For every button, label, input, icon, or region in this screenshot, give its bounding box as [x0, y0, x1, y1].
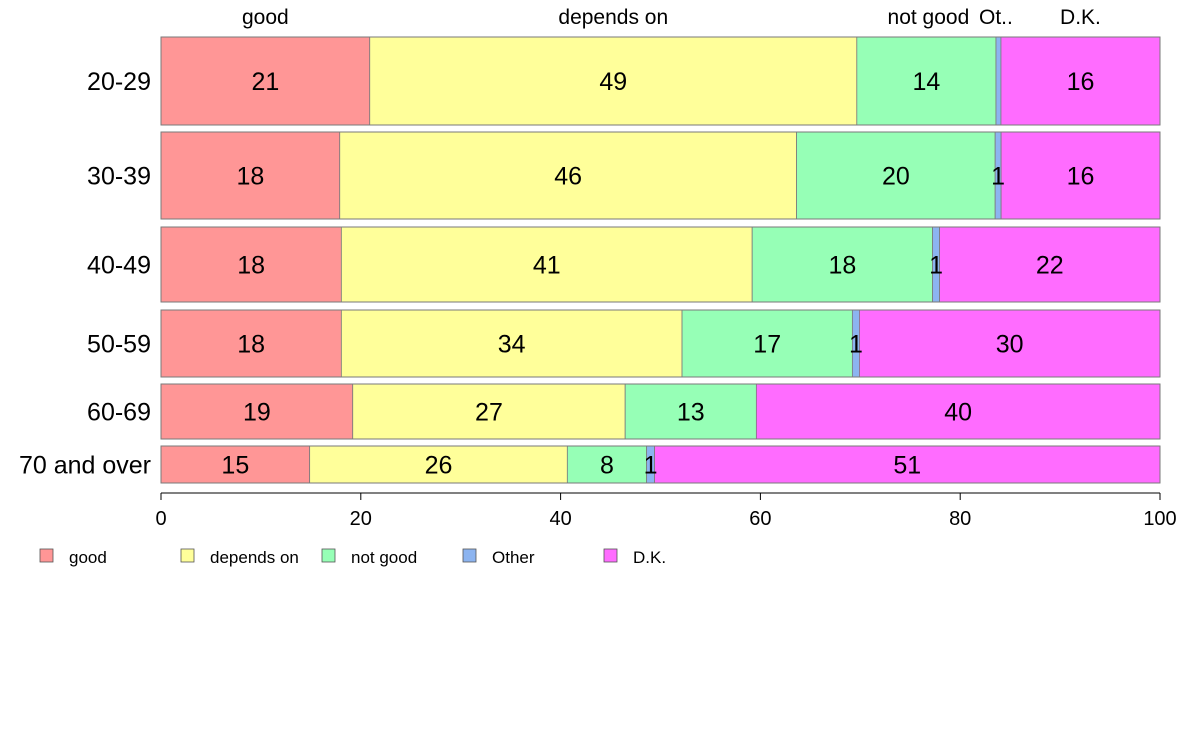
legend: good depends on not good Other D.K. [39, 548, 666, 567]
data-label-60-69-good: 19 [243, 399, 271, 427]
bar-frame-30-39 [160, 131, 1161, 220]
bar-segment-30-39-not-good [796, 131, 996, 220]
data-label-70-and-over-other: 1 [644, 452, 658, 480]
bar-frame-20-29 [160, 36, 1161, 126]
bar-segment-30-39-depends-on [339, 131, 797, 220]
bar-frame-50-59 [160, 309, 1161, 378]
data-label-60-69-not-good: 13 [677, 399, 705, 427]
legend-swatch-other [462, 548, 477, 563]
top-label-not-good: not good [888, 6, 970, 29]
top-label-other: Ot.. [979, 6, 1013, 29]
x-tick-label-20: 20 [350, 508, 372, 530]
data-label-70-and-over-good: 15 [221, 452, 249, 480]
x-tick-label-40: 40 [549, 508, 571, 530]
data-label-20-29-good: 21 [251, 68, 279, 96]
data-label-30-39-depends-on: 46 [554, 163, 582, 191]
bars-layer [160, 36, 1161, 484]
data-label-60-69-depends-on: 27 [475, 399, 503, 427]
top-label-depends-on: depends on [558, 6, 668, 29]
x-tick-label-0: 0 [155, 508, 166, 530]
category-labels-layer: 20-29 30-39 40-49 50-59 60-69 70 and over [19, 68, 151, 480]
category-label-40-49: 40-49 [87, 252, 151, 280]
bar-segment-50-59-d-k [858, 309, 1161, 378]
x-tick-label-80: 80 [949, 508, 971, 530]
data-label-50-59-good: 18 [237, 331, 265, 359]
data-label-70-and-over-d-k: 51 [893, 452, 921, 480]
bar-frame-60-69 [160, 383, 1161, 440]
data-label-50-59-d-k: 30 [996, 331, 1024, 359]
data-label-30-39-other: 1 [991, 163, 1005, 191]
bar-segment-60-69-d-k [755, 383, 1161, 440]
bar-segment-70-and-over-good [160, 445, 311, 484]
x-tick-label-100: 100 [1143, 508, 1176, 530]
legend-label-depends-on: depends on [210, 548, 299, 567]
legend-label-good: good [69, 548, 107, 567]
bar-segment-50-59-depends-on [340, 309, 683, 378]
category-label-30-39: 30-39 [87, 163, 151, 191]
bar-segment-40-49-d-k [939, 226, 1161, 303]
category-label-60-69: 60-69 [87, 399, 151, 427]
category-label-50-59: 50-59 [87, 331, 151, 359]
data-label-70-and-over-depends-on: 26 [425, 452, 453, 480]
bar-segment-50-59-good [160, 309, 342, 378]
data-label-50-59-depends-on: 34 [498, 331, 526, 359]
legend-label-d-k: D.K. [633, 548, 666, 567]
legend-label-not-good: not good [351, 548, 417, 567]
top-label-good: good [242, 6, 289, 29]
data-label-40-49-other: 1 [929, 252, 943, 280]
data-label-30-39-d-k: 16 [1067, 163, 1095, 191]
category-label-20-29: 20-29 [87, 68, 151, 96]
bar-segment-30-39-d-k [1000, 131, 1161, 220]
data-label-40-49-good: 18 [237, 252, 265, 280]
bar-segment-70-and-over-depends-on [309, 445, 568, 484]
bar-segment-70-and-over-d-k [654, 445, 1161, 484]
bar-segment-40-49-good [160, 226, 342, 303]
data-label-40-49-d-k: 22 [1036, 252, 1064, 280]
data-label-40-49-not-good: 18 [828, 252, 856, 280]
bar-segment-20-29-d-k [1000, 36, 1161, 126]
legend-label-other: Other [492, 548, 535, 567]
legend-swatch-not-good [321, 548, 336, 563]
category-label-70-and-over: 70 and over [19, 452, 151, 480]
bar-segment-20-29-depends-on [369, 36, 858, 126]
data-label-30-39-good: 18 [236, 163, 264, 191]
bar-frame-40-49 [160, 226, 1161, 303]
data-label-20-29-depends-on: 49 [599, 68, 627, 96]
bar-segment-50-59-not-good [681, 309, 853, 378]
top-labels-layer: good depends on not good Ot.. D.K. [242, 6, 1101, 29]
data-label-20-29-not-good: 14 [912, 68, 940, 96]
legend-swatch-depends-on [180, 548, 195, 563]
data-label-30-39-not-good: 20 [882, 163, 910, 191]
data-label-60-69-d-k: 40 [944, 399, 972, 427]
bar-frame-70-and-over [160, 445, 1161, 484]
bar-segment-40-49-not-good [751, 226, 933, 303]
bar-segment-20-29-other [995, 36, 1002, 126]
data-label-40-49-depends-on: 41 [533, 252, 561, 280]
data-label-20-29-d-k: 16 [1067, 68, 1095, 96]
x-axis: 0 20 40 60 80 100 [155, 492, 1177, 530]
data-label-70-and-over-not-good: 8 [600, 452, 614, 480]
legend-swatch-good [39, 548, 54, 563]
top-label-d-k: D.K. [1060, 6, 1101, 29]
legend-swatch-d-k [603, 548, 618, 563]
x-tick-label-60: 60 [749, 508, 771, 530]
bar-segment-20-29-good [160, 36, 371, 126]
data-label-50-59-other: 1 [849, 331, 863, 359]
data-label-50-59-not-good: 17 [753, 331, 781, 359]
